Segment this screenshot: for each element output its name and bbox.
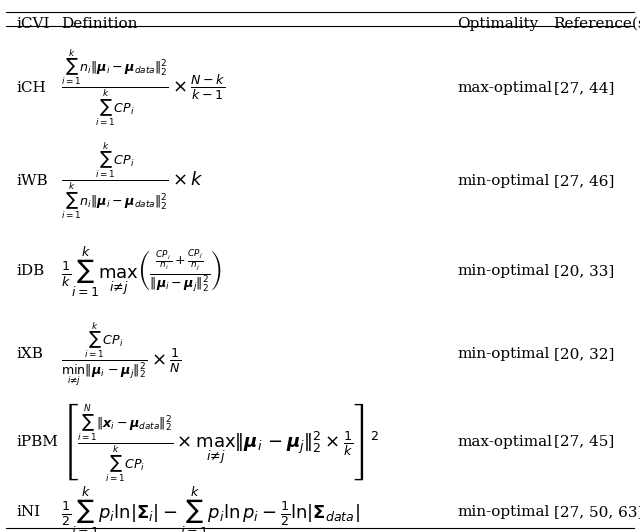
Text: $\frac{1}{k} \sum_{i=1}^{k} \max_{i \neq j} \left( \frac{\frac{CP_i}{n_i} + \fra: $\frac{1}{k} \sum_{i=1}^{k} \max_{i \neq… bbox=[61, 244, 221, 298]
Text: $\frac{\sum_{i=1}^{k} CP_i}{\min_{i \neq j} \|\boldsymbol{\mu}_i - \boldsymbol{\: $\frac{\sum_{i=1}^{k} CP_i}{\min_{i \neq… bbox=[61, 320, 181, 388]
Text: [27, 46]: [27, 46] bbox=[554, 174, 614, 188]
Text: $\left[ \frac{\sum_{i=1}^{N} \|\boldsymbol{x}_i - \boldsymbol{\mu}_{data}\|_2^2}: $\left[ \frac{\sum_{i=1}^{N} \|\boldsymb… bbox=[61, 401, 379, 483]
Text: [27, 44]: [27, 44] bbox=[554, 81, 614, 95]
Text: iPBM: iPBM bbox=[16, 435, 58, 448]
Text: min-optimal: min-optimal bbox=[458, 505, 550, 519]
Text: max-optimal: max-optimal bbox=[458, 81, 552, 95]
Text: [27, 45]: [27, 45] bbox=[554, 435, 614, 448]
Text: min-optimal: min-optimal bbox=[458, 174, 550, 188]
Text: Optimality: Optimality bbox=[458, 17, 539, 31]
Text: iNI: iNI bbox=[16, 505, 40, 519]
Text: [27, 50, 63]: [27, 50, 63] bbox=[554, 505, 640, 519]
Text: iCVI: iCVI bbox=[16, 17, 49, 31]
Text: iCH: iCH bbox=[16, 81, 45, 95]
Text: max-optimal: max-optimal bbox=[458, 435, 552, 448]
Text: iWB: iWB bbox=[16, 174, 47, 188]
Text: $\frac{\sum_{i=1}^{k} n_i \|\boldsymbol{\mu}_i - \boldsymbol{\mu}_{data}\|_2^2}{: $\frac{\sum_{i=1}^{k} n_i \|\boldsymbol{… bbox=[61, 47, 225, 128]
Text: Definition: Definition bbox=[61, 17, 138, 31]
Text: [20, 32]: [20, 32] bbox=[554, 347, 614, 361]
Text: Reference(s): Reference(s) bbox=[554, 17, 640, 31]
Text: min-optimal: min-optimal bbox=[458, 347, 550, 361]
Text: iDB: iDB bbox=[16, 264, 44, 278]
Text: $\frac{1}{2} \sum_{i=1}^{k} p_i \ln |\boldsymbol{\Sigma}_i| - \sum_{i=1}^{k} p_i: $\frac{1}{2} \sum_{i=1}^{k} p_i \ln |\bo… bbox=[61, 485, 360, 532]
Text: min-optimal: min-optimal bbox=[458, 264, 550, 278]
Text: $\frac{\sum_{i=1}^{k} CP_i}{\sum_{i=1}^{k} n_i \|\boldsymbol{\mu}_i - \boldsymbo: $\frac{\sum_{i=1}^{k} CP_i}{\sum_{i=1}^{… bbox=[61, 140, 204, 221]
Text: iXB: iXB bbox=[16, 347, 43, 361]
Text: [20, 33]: [20, 33] bbox=[554, 264, 614, 278]
